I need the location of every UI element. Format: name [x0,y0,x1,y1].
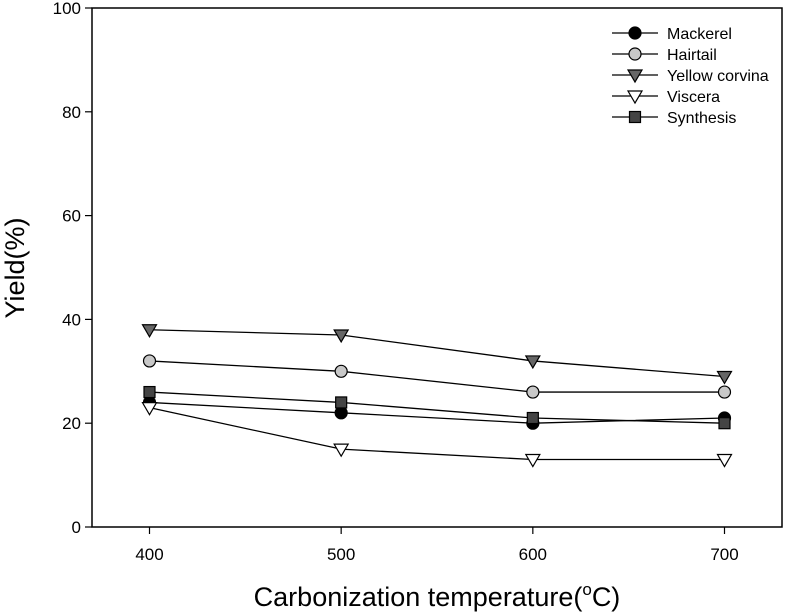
legend-marker [626,90,644,105]
series-line [149,401,725,424]
data-point [524,453,541,468]
y-tick-label: 40 [62,310,81,329]
data-point [526,385,540,399]
y-tick-label: 20 [62,414,81,433]
series-viscera [141,402,733,468]
series-yellow-corvina [141,324,733,385]
data-point [141,324,158,338]
data-point [334,406,348,420]
legend-label: Synthesis [667,110,736,127]
y-tick-label: 60 [62,207,81,226]
series-line [149,329,725,378]
legend-label: Mackerel [667,26,732,43]
data-point [333,329,350,344]
series-line [149,391,725,424]
series-line [149,406,725,461]
legend-item: Synthesis [612,110,736,127]
legend-item: Hairtail [612,47,717,64]
plot-frame [91,7,783,528]
legend-marker [628,110,642,124]
x-tick-label: 400 [135,545,163,564]
legend-label: Hairtail [667,47,717,64]
x-tick-label: 500 [327,545,355,564]
x-axis: 400 500 600 700 [135,527,739,564]
y-axis-title: Yield(%) [0,217,30,318]
y-tick-label: 100 [53,0,81,18]
y-tick-label: 0 [72,518,81,537]
legend-label: Yellow corvina [667,68,769,85]
data-point [716,453,733,468]
series-mackerel [142,395,732,430]
series-line [149,360,725,393]
x-tick-label: 700 [710,545,738,564]
data-point [334,364,348,378]
data-point [141,402,158,416]
data-point [335,396,348,409]
legend-item: Yellow corvina [612,68,769,85]
legend-marker [628,47,642,61]
x-axis-title-suffix: C) [592,582,621,612]
x-axis-title-sup: o [582,580,591,599]
legend-item: Viscera [612,89,720,106]
x-tick-label: 600 [519,545,547,564]
data-point [142,354,157,368]
data-point [333,443,350,458]
legend-marker [628,26,642,40]
x-axis-title-main: Carbonization temperature( [254,582,583,612]
series-hairtail [142,354,732,399]
data-point [717,385,732,399]
x-axis-title: Carbonization temperature(oC) [254,580,621,612]
data-point [718,417,731,430]
series-layer [141,324,733,468]
legend-item: Mackerel [612,26,732,43]
data-point [716,370,733,385]
data-point [524,355,541,370]
y-tick-label: 80 [62,103,81,122]
data-point [526,411,539,425]
data-point [143,385,156,399]
y-axis: 0 20 40 60 80 100 [53,0,92,537]
legend: Mackerel Hairtail Yellow corvina Viscera Syn… [612,26,769,127]
series-synthesis [143,385,731,430]
legend-marker [626,69,644,84]
legend-label: Viscera [667,89,720,106]
